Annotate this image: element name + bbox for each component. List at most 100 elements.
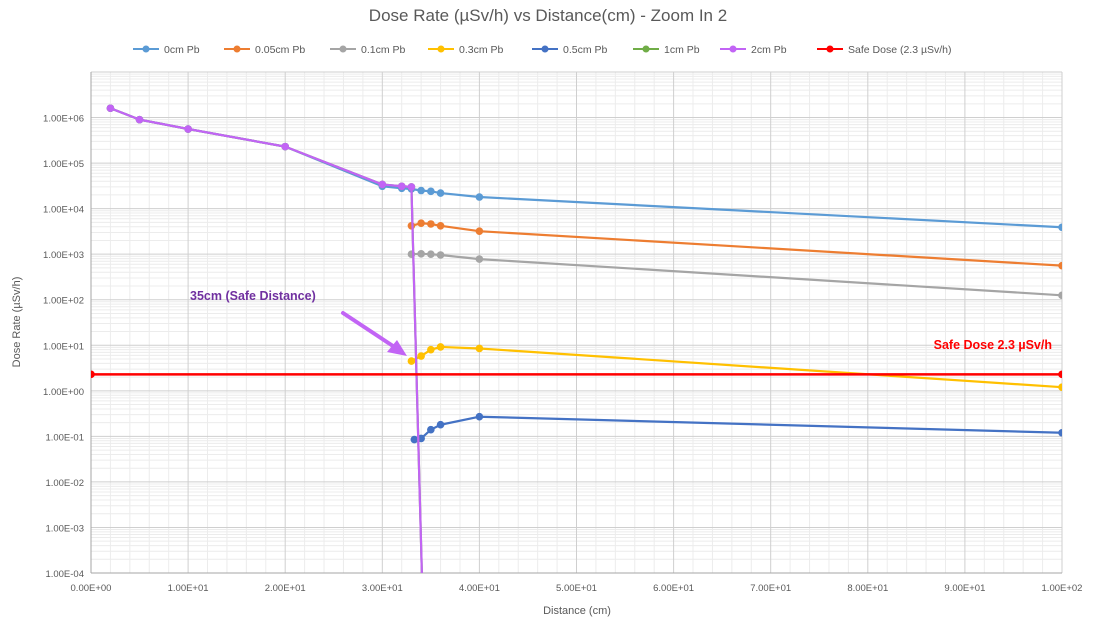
data-point bbox=[436, 343, 445, 351]
x-tick-label: 0.00E+00 bbox=[71, 583, 112, 594]
legend-item: 0.1cm Pb bbox=[330, 44, 406, 56]
legend-label: 1cm Pb bbox=[664, 44, 700, 56]
legend-item: 0.05cm Pb bbox=[224, 44, 305, 56]
data-point bbox=[436, 189, 445, 197]
chart-title: Dose Rate (µSv/h) vs Distance(cm) - Zoom… bbox=[369, 6, 727, 25]
data-point bbox=[436, 221, 445, 230]
x-tick-label: 9.00E+01 bbox=[944, 583, 985, 594]
series-2cm-pb bbox=[106, 104, 423, 573]
data-point bbox=[417, 186, 425, 195]
series-safe-dose-2-3-sv-h bbox=[91, 370, 1062, 379]
series-0-3cm-pb bbox=[407, 343, 1062, 392]
data-point bbox=[1058, 261, 1062, 270]
data-point bbox=[281, 142, 290, 151]
annotation-arrow-shaft bbox=[341, 311, 398, 350]
annotation-arrow-head bbox=[387, 340, 407, 356]
data-point bbox=[427, 250, 435, 258]
data-point bbox=[1058, 291, 1062, 300]
x-tick-label: 2.00E+01 bbox=[265, 583, 306, 594]
y-tick-label: 1.00E+04 bbox=[43, 205, 84, 216]
data-point bbox=[417, 249, 425, 258]
series-layer bbox=[91, 104, 1062, 573]
legend-item: Safe Dose (2.3 µSv/h) bbox=[817, 44, 952, 56]
data-point bbox=[1058, 428, 1062, 437]
legend-swatch-marker bbox=[339, 45, 347, 53]
annotations: 35cm (Safe Distance) Safe Dose 2.3 µSv/h bbox=[190, 289, 1052, 356]
data-point bbox=[407, 357, 416, 365]
data-point bbox=[427, 345, 435, 354]
legend-item: 2cm Pb bbox=[720, 44, 787, 56]
legend-label: 0.3cm Pb bbox=[459, 44, 504, 56]
legend-item: 0.3cm Pb bbox=[428, 44, 504, 56]
x-axis-label: Distance (cm) bbox=[543, 605, 611, 617]
data-point bbox=[427, 425, 435, 434]
legend-item: 0.5cm Pb bbox=[532, 44, 608, 56]
series-0-5cm-pb bbox=[410, 412, 1062, 444]
axes: 1.00E-04 1.00E-03 1.00E-02 1.00E-01 1.00E+00… bbox=[43, 72, 1082, 594]
data-point bbox=[475, 227, 484, 235]
y-tick-label: 1.00E+01 bbox=[43, 341, 84, 352]
data-point bbox=[410, 435, 419, 444]
legend-label: 2cm Pb bbox=[751, 44, 787, 56]
data-point bbox=[475, 255, 484, 263]
x-tick-label: 1.00E+01 bbox=[168, 583, 209, 594]
legend-label: 0.05cm Pb bbox=[255, 44, 305, 56]
x-tick-label: 3.00E+01 bbox=[362, 583, 403, 594]
data-point bbox=[417, 219, 425, 227]
legend-label: Safe Dose (2.3 µSv/h) bbox=[848, 44, 952, 56]
x-tick-label: 5.00E+01 bbox=[556, 583, 597, 594]
y-tick-label: 1.00E+03 bbox=[43, 250, 84, 261]
annotation-safe-distance: 35cm (Safe Distance) bbox=[190, 289, 316, 303]
x-tick-label: 6.00E+01 bbox=[653, 583, 694, 594]
data-point bbox=[427, 187, 435, 196]
series-0-05cm-pb bbox=[407, 219, 1062, 270]
x-tick-label: 7.00E+01 bbox=[750, 583, 791, 594]
data-point bbox=[475, 193, 484, 201]
data-point bbox=[427, 220, 435, 228]
data-point bbox=[1058, 223, 1062, 232]
legend-swatch-marker bbox=[142, 45, 150, 53]
legend-label: 0cm Pb bbox=[164, 44, 200, 56]
data-point bbox=[417, 352, 425, 360]
series-0-1cm-pb bbox=[407, 249, 1062, 300]
data-point bbox=[436, 251, 445, 259]
data-point bbox=[407, 183, 416, 191]
grid bbox=[90, 71, 1063, 574]
legend-swatch-marker bbox=[541, 45, 549, 53]
data-point bbox=[378, 180, 387, 189]
y-tick-label: 1.00E-01 bbox=[45, 432, 84, 443]
x-tick-label: 8.00E+01 bbox=[847, 583, 888, 594]
data-point bbox=[106, 104, 115, 113]
y-axis-label: Dose Rate (µSv/h) bbox=[11, 277, 23, 368]
data-point bbox=[475, 344, 484, 353]
y-tick-label: 1.00E-04 bbox=[45, 569, 84, 580]
data-point bbox=[1058, 383, 1062, 392]
data-point bbox=[184, 125, 192, 133]
data-point bbox=[397, 182, 406, 191]
legend-swatch-marker bbox=[642, 45, 650, 53]
data-point bbox=[475, 412, 484, 421]
legend-swatch-marker bbox=[437, 45, 445, 53]
legend: 0cm Pb 0.05cm Pb 0.1cm Pb 0.3cm Pb 0.5cm Pb 1… bbox=[133, 44, 952, 56]
annotation-safe-dose: Safe Dose 2.3 µSv/h bbox=[934, 338, 1052, 352]
data-point bbox=[436, 420, 445, 429]
legend-swatch-marker bbox=[729, 45, 737, 53]
y-tick-label: 1.00E-02 bbox=[45, 478, 84, 489]
x-tick-label: 1.00E+02 bbox=[1042, 583, 1083, 594]
y-tick-label: 1.00E+06 bbox=[43, 114, 84, 125]
legend-swatch-marker bbox=[826, 45, 834, 53]
data-point bbox=[135, 115, 144, 124]
legend-label: 0.5cm Pb bbox=[563, 44, 608, 56]
x-tick-label: 4.00E+01 bbox=[459, 583, 500, 594]
data-point bbox=[91, 370, 95, 379]
y-tick-label: 1.00E+00 bbox=[43, 387, 84, 398]
legend-item: 1cm Pb bbox=[633, 44, 700, 56]
y-tick-label: 1.00E+02 bbox=[43, 296, 84, 307]
legend-swatch-marker bbox=[233, 45, 241, 53]
legend-label: 0.1cm Pb bbox=[361, 44, 406, 56]
legend-item: 0cm Pb bbox=[133, 44, 200, 56]
data-point bbox=[1058, 370, 1062, 379]
y-tick-label: 1.00E+05 bbox=[43, 159, 84, 170]
y-tick-label: 1.00E-03 bbox=[45, 523, 84, 534]
